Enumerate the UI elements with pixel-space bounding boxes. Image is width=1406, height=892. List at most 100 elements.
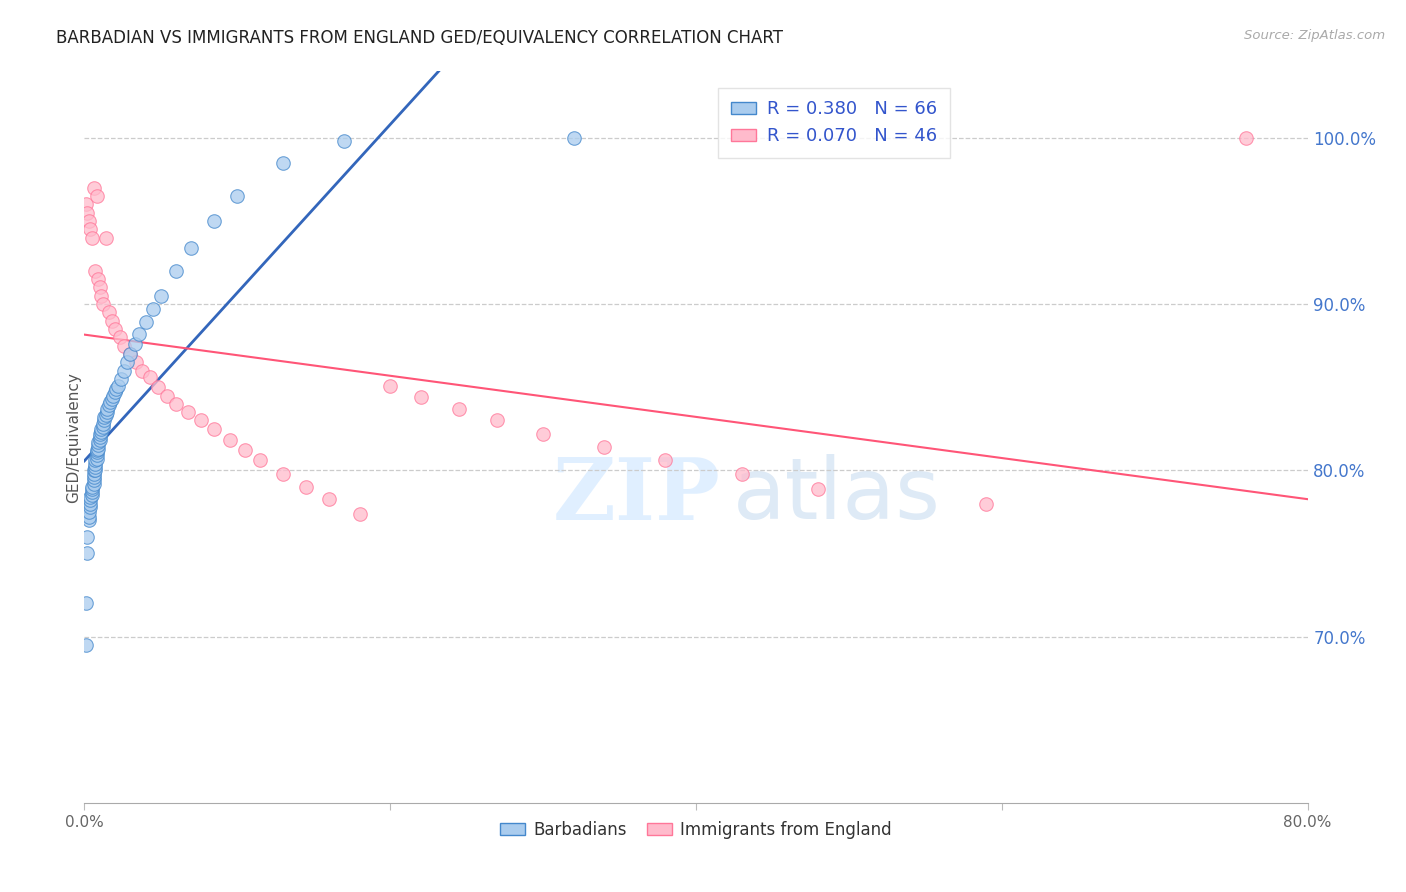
Point [142, 302, 165, 317]
Point [83, 476, 105, 491]
Text: Source: ZipAtlas.com: Source: ZipAtlas.com [1244, 29, 1385, 42]
Point [87, 272, 110, 286]
Point [180, 241, 202, 255]
Point [124, 337, 146, 351]
Point [110, 372, 132, 386]
Point [128, 326, 150, 341]
Point [90, 289, 112, 303]
Point [84, 463, 107, 477]
Point [96, 401, 118, 416]
Point [80, 480, 103, 494]
Point [103, 388, 125, 402]
Point [177, 405, 200, 419]
Point [226, 189, 249, 203]
Point [135, 315, 157, 329]
Point [112, 363, 135, 377]
Point [101, 314, 124, 328]
Point [93, 410, 115, 425]
Point [271, 467, 294, 481]
Point [80, 485, 103, 500]
Point [165, 397, 187, 411]
Point [807, 482, 830, 496]
Point [77, 513, 100, 527]
Point [87, 435, 110, 450]
Point [190, 413, 212, 427]
Point [98, 395, 121, 409]
Point [77, 505, 100, 519]
Text: BARBADIAN VS IMMIGRANTS FROM ENGLAND GED/EQUIVALENCY CORRELATION CHART: BARBADIAN VS IMMIGRANTS FROM ENGLAND GED… [56, 29, 783, 46]
Point [90, 422, 112, 436]
Point [101, 392, 124, 406]
Point [86, 189, 108, 203]
Point [79, 500, 101, 514]
Point [96, 405, 118, 419]
Point [562, 131, 585, 145]
Point [76, 546, 98, 560]
Text: atlas: atlas [733, 454, 941, 537]
Point [89, 430, 111, 444]
Point [104, 385, 127, 400]
Point [108, 330, 131, 344]
Point [165, 264, 187, 278]
Point [139, 370, 162, 384]
Point [531, 426, 554, 441]
Point [86, 451, 108, 466]
Point [1236, 131, 1258, 145]
Point [84, 264, 107, 278]
Point [83, 473, 105, 487]
Point [97, 399, 120, 413]
Point [76, 205, 98, 219]
Point [77, 509, 100, 524]
Point [654, 453, 676, 467]
Point [89, 280, 111, 294]
Point [75, 197, 97, 211]
Point [731, 467, 754, 481]
Point [83, 470, 105, 484]
Point [295, 480, 318, 494]
Point [97, 305, 120, 319]
Point [112, 339, 135, 353]
Point [149, 289, 172, 303]
Point [486, 413, 509, 427]
Point [84, 453, 107, 467]
Point [218, 434, 240, 448]
Point [75, 596, 97, 610]
Point [271, 156, 294, 170]
Point [380, 378, 402, 392]
Point [86, 448, 108, 462]
Point [91, 297, 114, 311]
Point [84, 457, 107, 471]
Point [83, 463, 105, 477]
Point [77, 214, 100, 228]
Point [202, 214, 225, 228]
Point [91, 420, 114, 434]
Point [349, 507, 371, 521]
Point [86, 443, 108, 458]
Point [75, 638, 97, 652]
Point [80, 488, 103, 502]
Point [156, 388, 179, 402]
Point [318, 491, 340, 506]
Point [593, 440, 616, 454]
Point [120, 347, 142, 361]
Point [107, 378, 129, 392]
Point [80, 230, 103, 244]
Y-axis label: GED/Equivalency: GED/Equivalency [66, 372, 80, 502]
Point [409, 390, 432, 404]
Point [146, 380, 169, 394]
Point [94, 230, 117, 244]
Point [79, 490, 101, 504]
Point [333, 134, 356, 148]
Point [233, 443, 256, 458]
Point [93, 413, 115, 427]
Legend: Barbadians, Immigrants from England: Barbadians, Immigrants from England [494, 814, 898, 846]
Text: ZIP: ZIP [553, 454, 720, 538]
Point [120, 347, 142, 361]
Point [87, 438, 110, 452]
Point [83, 467, 105, 481]
Point [79, 493, 101, 508]
Point [90, 425, 112, 439]
Point [76, 530, 98, 544]
Point [79, 497, 101, 511]
Point [976, 497, 998, 511]
